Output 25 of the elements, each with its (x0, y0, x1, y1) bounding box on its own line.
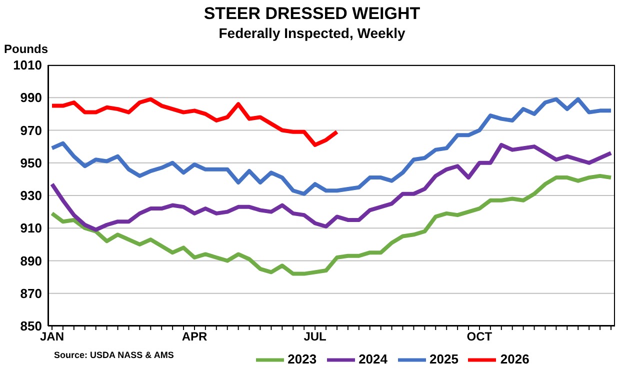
y-tick-label: 910 (20, 220, 42, 236)
line-series (50, 174, 613, 276)
y-tick-label: 930 (20, 188, 42, 204)
y-axis-title: Pounds (4, 42, 48, 56)
x-tick-label: JUL (304, 330, 326, 344)
y-tick-label: 990 (20, 90, 42, 106)
line-series (50, 142, 613, 232)
chart-title: STEER DRESSED WEIGHT (202, 4, 422, 24)
y-tick-label: 950 (20, 155, 42, 170)
legend-label: 2026 (500, 351, 530, 366)
line-series (50, 97, 339, 147)
source-note: Source: USDA NASS & AMS (54, 350, 174, 360)
y-tick-label: 870 (20, 286, 42, 301)
y-tick-label: 970 (20, 122, 42, 138)
legend-label: 2025 (430, 351, 458, 366)
chart-subtitle: Federally Inspected, Weekly (218, 25, 406, 41)
x-tick-label: OCT (466, 330, 493, 344)
x-tick-label: APR (182, 330, 208, 344)
y-tick-label: 850 (20, 318, 42, 334)
x-tick-label: JAN (40, 330, 64, 344)
y-tick-label: 1010 (13, 58, 42, 73)
legend-label: 2024 (358, 351, 388, 366)
y-tick-label: 890 (20, 253, 42, 268)
legend-label: 2023 (288, 351, 317, 366)
line-series (50, 97, 613, 196)
